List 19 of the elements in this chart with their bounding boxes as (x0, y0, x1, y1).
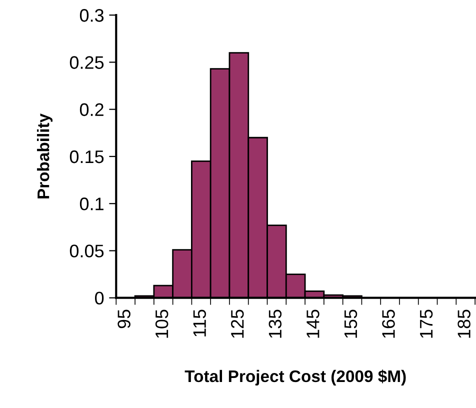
y-tick-label: 0.05 (70, 244, 104, 258)
y-tick-label: 0.1 (80, 198, 104, 210)
y-tick-label: 0.2 (80, 103, 104, 116)
y-tick-label: 0.25 (70, 56, 104, 69)
x-tick-label: 145 (306, 310, 320, 338)
x-tick-label: 135 (268, 310, 282, 338)
x-tick-label: 105 (155, 310, 168, 338)
y-tick-label: 0.3 (80, 9, 104, 22)
x-tick-label: 95 (118, 310, 130, 328)
x-axis-title: Total Project Cost (2009 $M) (184, 370, 406, 386)
x-tick-label: 125 (230, 310, 244, 338)
x-tick-label: 185 (458, 310, 470, 338)
x-tick-label: 175 (420, 310, 433, 338)
x-tick-label: 115 (193, 310, 206, 336)
x-tick-label: 155 (344, 310, 358, 338)
x-tick-label: 165 (382, 310, 395, 338)
y-tick-label: 0.15 (70, 150, 104, 164)
y-axis-title: Probability (37, 113, 53, 198)
y-tick-label: 0 (95, 292, 104, 305)
